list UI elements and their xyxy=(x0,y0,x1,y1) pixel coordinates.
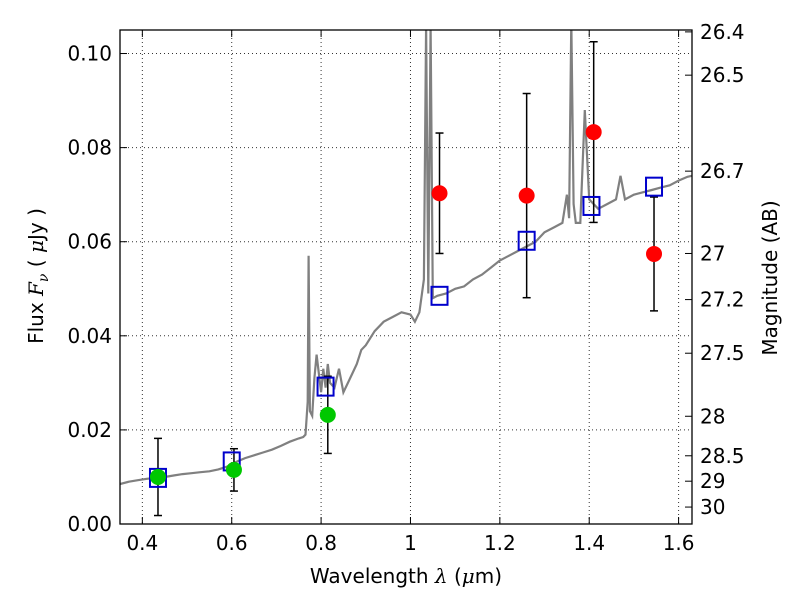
model-square-point xyxy=(430,285,449,306)
x-tick-label: 1.4 xyxy=(573,531,605,555)
right-tick-label: 27 xyxy=(700,241,725,265)
x-tick-label: 0.4 xyxy=(126,531,158,555)
model-square-point xyxy=(517,230,536,251)
right-tick-label: 27.5 xyxy=(700,341,745,365)
model-square-point xyxy=(582,195,601,216)
y-tick-label: 0.04 xyxy=(67,324,112,348)
right-tick-label: 26.5 xyxy=(700,63,745,87)
x-tick-label: 0.6 xyxy=(216,531,248,555)
y-tick-label: 0.06 xyxy=(67,230,112,254)
x-tick-label: 0.8 xyxy=(305,531,337,555)
axis-ticks: 0.4 0.6 0.8 1 1.2 1.4 1.6 0.00 0.02 0.04 0.06 0.08 0… xyxy=(67,20,744,555)
observed-flux-point xyxy=(431,185,448,202)
model-square-point xyxy=(645,176,664,197)
model-square-point xyxy=(316,376,335,397)
observed-flux-point xyxy=(319,406,336,423)
right-tick-label: 28 xyxy=(700,404,725,428)
y-tick-label: 0.08 xyxy=(67,136,112,160)
observed-flux-point xyxy=(225,461,242,478)
plot-frame xyxy=(119,29,693,525)
right-tick-label: 26.7 xyxy=(700,159,745,183)
right-axis-label: Magnitude (AB) xyxy=(758,200,782,355)
data-markers xyxy=(148,124,664,488)
y-axis-label: Flux Fν ( μJy ) xyxy=(24,208,52,344)
spectrum-series xyxy=(120,30,692,486)
model-square-point xyxy=(148,467,167,488)
observed-flux-point xyxy=(518,187,535,204)
y-tick-label: 0.02 xyxy=(67,418,112,442)
spectrum-line xyxy=(120,30,692,486)
y-tick-label: 0.00 xyxy=(67,512,112,536)
x-axis-label: Wavelength λ (μm) xyxy=(310,564,502,588)
observed-flux-point xyxy=(149,468,166,485)
right-tick-label: 26.4 xyxy=(700,20,745,44)
x-tick-label: 1 xyxy=(404,531,417,555)
error-bars xyxy=(153,41,659,517)
observed-flux-point xyxy=(585,124,602,141)
grid-lines xyxy=(120,30,692,525)
observed-flux-point xyxy=(646,245,663,262)
right-tick-label: 29 xyxy=(700,469,725,493)
y-tick-label: 0.10 xyxy=(67,42,112,66)
right-tick-label: 30 xyxy=(700,495,725,519)
x-tick-label: 1.2 xyxy=(484,531,516,555)
right-tick-label: 28.5 xyxy=(700,444,745,468)
right-tick-label: 27.2 xyxy=(700,288,745,312)
x-tick-label: 1.6 xyxy=(663,531,695,555)
